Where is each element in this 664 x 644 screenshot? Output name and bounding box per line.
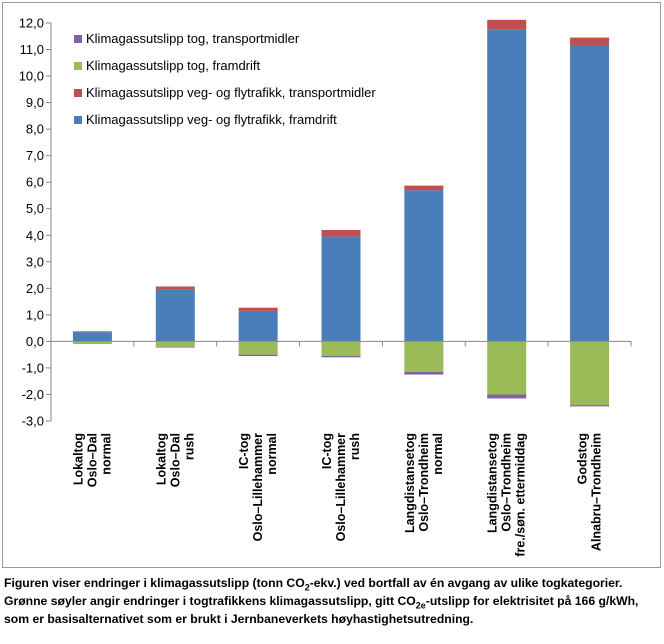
category-label: rush: [182, 433, 196, 460]
y-tick-label: 8,0: [26, 122, 44, 137]
caption-text-1: Figuren viser endringer i klimagassutsli…: [4, 576, 305, 590]
legend-label: Klimagassutslipp tog, transportmidler: [86, 31, 300, 46]
y-tick-label: 0,0: [26, 334, 44, 349]
figure-caption: Figuren viser endringer i klimagassutsli…: [4, 576, 660, 626]
category-label: Oslo–Trondheim: [500, 433, 514, 532]
category-label: Oslo–Lillehammer: [251, 433, 265, 542]
caption-subscript-2: 2e: [415, 600, 426, 611]
bar-segment: [570, 341, 610, 406]
y-tick-label: -2,0: [22, 387, 44, 402]
category-label: IC-tog: [237, 433, 251, 469]
caption-text-2: -ekv.) ved bortfall av én avgang av ulik…: [4, 576, 623, 608]
category-label: normal: [99, 433, 113, 475]
y-tick-label: 7,0: [26, 148, 44, 163]
bar-segment: [487, 341, 527, 395]
bar-segment: [487, 19, 527, 30]
legend-label: Klimagassutslipp veg- og flytrafikk, fra…: [86, 112, 337, 127]
y-tick-label: 11,0: [20, 42, 44, 57]
bar-segment: [570, 405, 610, 407]
y-tick-label: -3,0: [22, 414, 44, 429]
category-label: IC-tog: [320, 433, 334, 469]
category-label: normal: [431, 433, 445, 475]
legend-swatch: [74, 35, 82, 43]
bar-segment: [404, 185, 444, 191]
bar-segment: [72, 332, 112, 342]
bar-segment: [155, 286, 195, 290]
category-label: Godstog: [576, 433, 590, 484]
bar-segment: [72, 331, 112, 333]
legend-label: Klimagassutslipp veg- og flytrafikk, tra…: [86, 85, 376, 100]
y-tick-label: 4,0: [26, 228, 44, 243]
y-tick-label: 3,0: [26, 254, 44, 269]
bar-segment: [404, 371, 444, 375]
y-tick-label: 9,0: [26, 95, 44, 110]
bar-segment: [238, 341, 278, 355]
bar-segment: [570, 37, 610, 46]
category-label: normal: [265, 433, 279, 475]
category-label: Langdistansetog: [403, 433, 417, 533]
bar-segment: [404, 190, 444, 342]
legend-swatch: [74, 89, 82, 97]
bar-segment: [570, 45, 610, 342]
bar-segment: [404, 341, 444, 372]
legend-swatch: [74, 116, 82, 124]
bar-segment: [487, 394, 527, 399]
stacked-bar-chart: 12,0 11,0 10,0 9,0 8,0 7,0 6,0 5,0 4,0 3,0 2,0 1,0 0…: [19, 16, 632, 557]
caption-text-3: -utslipp for elektrisitet på 166 g/kWh, …: [4, 593, 639, 626]
y-tick-label: 5,0: [26, 201, 44, 216]
category-label: Oslo–Lillehammer: [334, 433, 348, 542]
category-label: Lokaltog: [71, 433, 85, 485]
y-tick-label: 2,0: [26, 281, 44, 296]
bar-segment: [155, 341, 195, 347]
bar-segment: [72, 341, 112, 345]
bar-segment: [238, 354, 278, 356]
category-label: Alnabru–Trondheim: [590, 433, 604, 551]
category-label: Langdistansetog: [486, 433, 500, 533]
caption-subscript-1: 2: [304, 582, 310, 593]
category-label: Oslo–Dal: [168, 433, 182, 487]
bar-segment: [155, 346, 195, 348]
y-tick-label: 6,0: [26, 175, 44, 190]
y-tick-label: 12,0: [19, 16, 44, 31]
bar-segment: [321, 355, 361, 358]
bar-segment: [321, 341, 361, 356]
category-label: rush: [348, 433, 362, 460]
bar-segment: [238, 307, 278, 311]
category-label: Oslo–Dal: [85, 433, 99, 487]
bar-segment: [155, 289, 195, 342]
y-tick-label: -1,0: [22, 360, 44, 375]
y-tick-label: 10,0: [19, 69, 44, 84]
category-label: Oslo–Trondheim: [417, 433, 431, 532]
bar-segment: [321, 229, 361, 237]
bar-segment: [238, 310, 278, 342]
category-label: fre./søn. ettermiddag: [514, 433, 528, 557]
legend-swatch: [74, 62, 82, 70]
category-label: Lokaltog: [154, 433, 168, 485]
chart-frame: 12,0 11,0 10,0 9,0 8,0 7,0 6,0 5,0 4,0 3,0 2,0 1,0 0…: [2, 2, 661, 568]
y-tick-label: 1,0: [26, 307, 44, 322]
bar-segment: [487, 29, 527, 342]
bar-segment: [321, 236, 361, 342]
legend-label: Klimagassutslipp tog, framdrift: [86, 58, 261, 73]
